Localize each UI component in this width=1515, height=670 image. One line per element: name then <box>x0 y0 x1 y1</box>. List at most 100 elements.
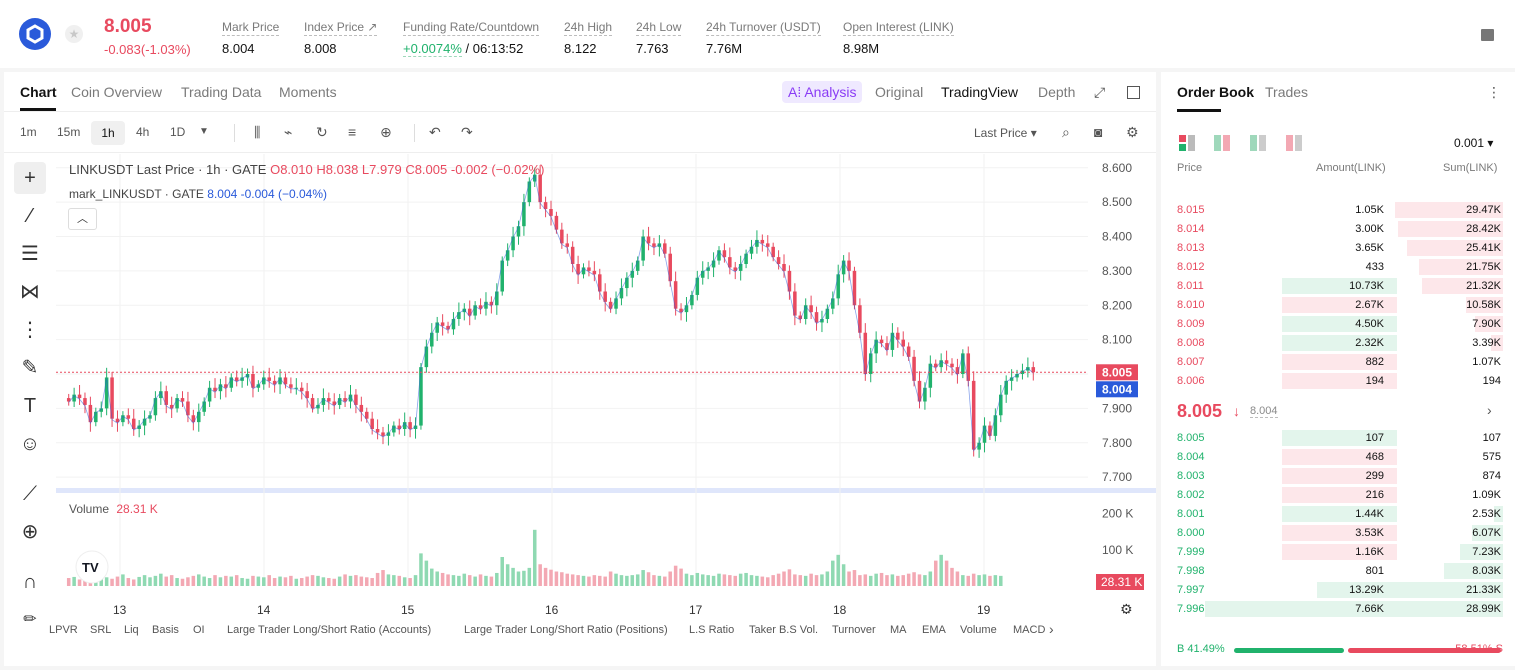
stat-mark-price[interactable]: Mark Price 8.004 <box>222 18 280 56</box>
bid-row[interactable]: 8.001 1.44K 2.53K <box>1161 505 1515 524</box>
indicator-8[interactable]: Taker B.S Vol. <box>749 624 819 636</box>
stat-index-price[interactable]: Index Price ↗ 8.008 <box>304 18 378 56</box>
fib-icon[interactable]: ⋮ <box>20 319 40 341</box>
indicator-3[interactable]: Basis <box>152 624 179 636</box>
indicator-5[interactable]: Large Trader Long/Short Ratio (Accounts) <box>227 624 432 636</box>
indicator-9[interactable]: Turnover <box>832 624 876 636</box>
interval-1d[interactable]: 1D <box>170 125 186 139</box>
ask-row[interactable]: 8.010 2.67K 10.58K <box>1161 296 1515 315</box>
layout-both-icon[interactable] <box>1179 135 1195 151</box>
bid-row[interactable]: 8.002 216 1.09K <box>1161 486 1515 505</box>
candle <box>457 312 461 319</box>
indicator-10[interactable]: MA <box>890 624 907 636</box>
candle-type-icon[interactable]: ⫼ <box>254 124 261 140</box>
volume-bar <box>847 571 851 586</box>
layout-bids-asks-icon[interactable] <box>1214 135 1230 151</box>
undo-icon[interactable]: ↶ <box>429 124 441 140</box>
legend-collapse-button[interactable]: ︿ <box>68 208 97 230</box>
search-icon[interactable]: ⌕ <box>1062 124 1070 140</box>
ask-row[interactable]: 8.006 194 194 <box>1161 372 1515 391</box>
settings-gear-icon[interactable]: ⚙ <box>1126 124 1139 140</box>
indicator-0[interactable]: LPVR <box>49 624 78 636</box>
layout-bids-icon[interactable] <box>1250 135 1266 151</box>
favorite-star-icon[interactable]: ★ <box>65 25 83 43</box>
mid-mark-price: 8.004 <box>1250 405 1278 418</box>
bid-row[interactable]: 7.998 801 8.03K <box>1161 562 1515 581</box>
order-book-panel: Order Book Trades ⋮ 0.001 ▾ Price Amount… <box>1161 72 1515 666</box>
guide-book-icon[interactable] <box>1481 29 1494 41</box>
ask-row[interactable]: 8.014 3.00K 28.42K <box>1161 220 1515 239</box>
ask-row[interactable]: 8.015 1.05K 29.47K <box>1161 201 1515 220</box>
bid-row[interactable]: 7.997 13.29K 21.33K <box>1161 581 1515 600</box>
layout-asks-icon[interactable] <box>1286 135 1302 151</box>
indicator-12[interactable]: Volume <box>960 624 997 636</box>
price-chart[interactable]: 8.6008.5008.4008.3008.2008.1008.0007.900… <box>56 154 1156 614</box>
bid-row[interactable]: 8.003 299 874 <box>1161 467 1515 486</box>
tab-trades[interactable]: Trades <box>1265 84 1309 100</box>
brush-icon[interactable]: ✎ <box>21 357 39 379</box>
magnet-icon[interactable]: ∩ <box>22 571 38 593</box>
candle <box>327 398 331 402</box>
pattern-icon[interactable]: ⋈ <box>20 281 40 303</box>
tab-trading-data[interactable]: Trading Data <box>181 84 262 100</box>
ask-row[interactable]: 8.008 2.32K 3.39K <box>1161 334 1515 353</box>
bid-row[interactable]: 8.004 468 575 <box>1161 448 1515 467</box>
template-icon[interactable]: ≡ <box>348 124 357 140</box>
indicator-6[interactable]: Large Trader Long/Short Ratio (Positions… <box>464 624 668 636</box>
indicator-4[interactable]: OI <box>193 624 205 636</box>
stat-funding-rate[interactable]: Funding Rate/Countdown +0.0074% / 06:13:… <box>403 18 540 57</box>
chevron-right-icon[interactable]: › <box>1487 402 1492 418</box>
horizontal-lines-icon[interactable]: ☰ <box>21 243 39 265</box>
ask-row[interactable]: 8.012 433 21.75K <box>1161 258 1515 277</box>
interval-15m[interactable]: 15m <box>57 125 81 139</box>
tab-depth[interactable]: Depth <box>1038 84 1076 100</box>
indicators-next-icon[interactable]: › <box>1049 621 1054 637</box>
volume-bar <box>66 578 71 586</box>
interval-1h[interactable]: 1h <box>91 121 125 145</box>
bid-row[interactable]: 7.996 7.66K 28.99K <box>1161 600 1515 619</box>
chart-settings-icon[interactable]: ⚙ <box>1120 602 1133 614</box>
ask-row[interactable]: 8.013 3.65K 25.41K <box>1161 239 1515 258</box>
crosshair-icon[interactable]: + <box>14 162 46 194</box>
camera-icon[interactable]: ◙ <box>1094 124 1103 140</box>
ai-analysis-button[interactable]: A⁞ Analysis <box>782 81 863 103</box>
candle <box>570 246 575 264</box>
lock-drawings-icon[interactable]: ✏ <box>23 611 37 628</box>
ask-row[interactable]: 8.007 882 1.07K <box>1161 353 1515 372</box>
fullscreen-icon[interactable] <box>1127 86 1140 99</box>
ruler-icon[interactable]: ⟋ <box>23 483 37 505</box>
interval-4h[interactable]: 4h <box>136 125 150 139</box>
precision-select[interactable]: 0.001 ▾ <box>1454 136 1494 150</box>
bid-row[interactable]: 8.005 107 107 <box>1161 429 1515 448</box>
price-type-select[interactable]: Last Price ▾ <box>974 126 1037 140</box>
text-tool-icon[interactable]: T <box>23 395 37 417</box>
redo-icon[interactable]: ↷ <box>461 124 473 140</box>
trend-line-icon[interactable]: ⁄ <box>28 205 32 227</box>
expand-icon[interactable]: ⤢ <box>1094 84 1106 100</box>
interval-1m[interactable]: 1m <box>20 125 37 139</box>
compare-icon[interactable]: ↻ <box>316 124 328 140</box>
ask-row[interactable]: 8.011 10.73K 21.32K <box>1161 277 1515 296</box>
indicator-13[interactable]: MACD <box>1013 624 1046 636</box>
indicator-7[interactable]: L.S Ratio <box>689 624 735 636</box>
bid-row[interactable]: 8.000 3.53K 6.07K <box>1161 524 1515 543</box>
add-alert-icon[interactable]: ⊕ <box>380 124 392 140</box>
volume-bar <box>820 574 824 586</box>
emoji-icon[interactable]: ☺ <box>19 433 41 455</box>
zoom-in-icon[interactable]: ⊕ <box>21 521 39 543</box>
tab-order-book[interactable]: Order Book <box>1177 84 1255 100</box>
row-price: 8.015 <box>1177 204 1205 216</box>
indicator-1[interactable]: SRL <box>90 624 112 636</box>
indicator-11[interactable]: EMA <box>922 624 946 636</box>
tab-tradingview[interactable]: TradingView <box>941 84 1019 100</box>
more-options-icon[interactable]: ⋮ <box>1487 84 1501 100</box>
bid-row[interactable]: 7.999 1.16K 7.23K <box>1161 543 1515 562</box>
tab-moments[interactable]: Moments <box>279 84 337 100</box>
interval-dropdown-icon[interactable]: ▼ <box>199 126 209 137</box>
tab-chart[interactable]: Chart <box>20 84 57 100</box>
tab-original[interactable]: Original <box>875 84 924 100</box>
indicators-icon[interactable]: ⌁ <box>284 124 293 140</box>
tab-coin-overview[interactable]: Coin Overview <box>71 84 163 100</box>
indicator-2[interactable]: Liq <box>124 624 139 636</box>
ask-row[interactable]: 8.009 4.50K 7.90K <box>1161 315 1515 334</box>
